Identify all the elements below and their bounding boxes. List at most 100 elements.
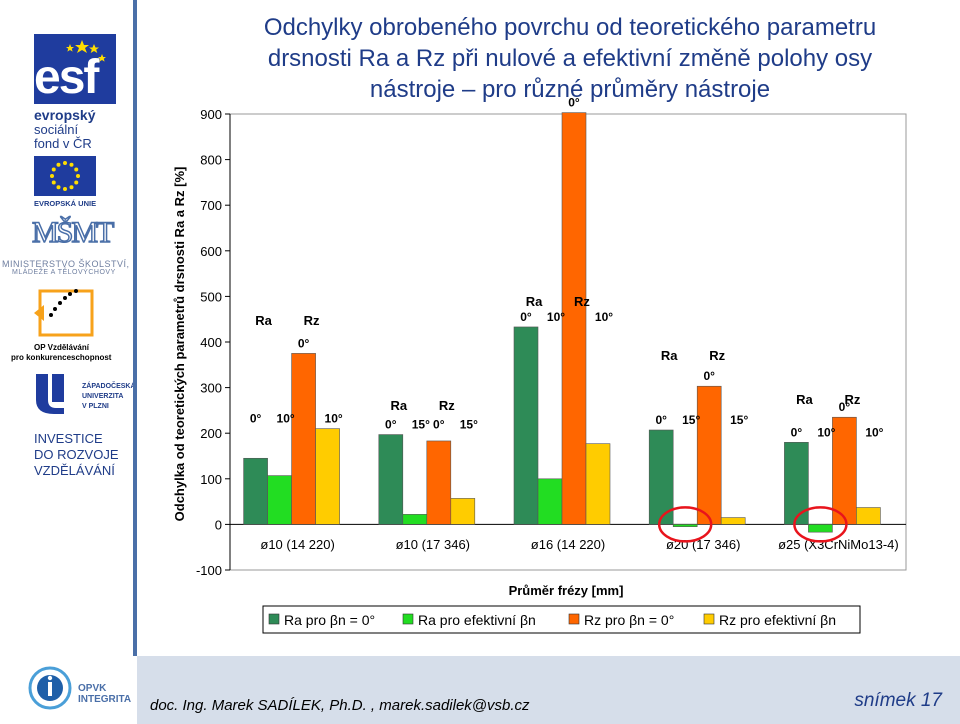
rz-label: Rz xyxy=(304,313,320,328)
esf-line-2: sociální xyxy=(34,122,79,137)
bar-0-1 xyxy=(267,475,292,525)
bar-3-0 xyxy=(648,429,674,525)
eu-star xyxy=(74,180,79,185)
legend-swatch xyxy=(402,613,414,625)
angle-label: 15° xyxy=(730,413,748,427)
y-tick-label: 200 xyxy=(200,426,222,441)
angle-label: 0° xyxy=(298,336,310,350)
eu-star xyxy=(51,167,56,172)
legend-swatch xyxy=(568,613,580,625)
sidebar-divider xyxy=(133,0,137,656)
bar-2-1 xyxy=(537,478,563,525)
y-tick-label: -100 xyxy=(196,563,222,578)
bar-0-0 xyxy=(243,457,268,525)
zcu-line-3: V PLZNI xyxy=(82,403,109,410)
y-tick-label: 800 xyxy=(200,153,222,168)
angle-label: 0° xyxy=(520,310,532,324)
esf-logo: esf xyxy=(34,34,116,104)
bar-1-2 xyxy=(426,440,452,525)
angle-label: 10° xyxy=(325,412,343,426)
x-tick-label: ø10 (17 346) xyxy=(396,537,470,552)
angle-label: 15° xyxy=(412,418,430,432)
y-tick-label: 100 xyxy=(200,472,222,487)
angle-label: 0° xyxy=(433,418,445,432)
y-tick-label: 700 xyxy=(200,198,222,213)
eu-star xyxy=(50,174,54,178)
legend-label: Rz pro efektivní βn xyxy=(719,612,836,628)
angle-label: 0° xyxy=(385,418,397,432)
msmt-logo: MŠMT xyxy=(31,213,115,257)
slide-title: Odchylky obrobeného povrchu od teoretick… xyxy=(190,12,950,105)
opvk-logo-icon xyxy=(28,666,72,710)
bar-4-1 xyxy=(808,524,833,533)
msmt-line-2: MLÁDEŽE A TĚLOVÝCHOVY xyxy=(12,269,116,276)
angle-label: 0° xyxy=(655,413,667,427)
highlight-circle xyxy=(657,506,713,543)
angle-label: 15° xyxy=(682,413,700,427)
y-tick-label: 400 xyxy=(200,335,222,350)
op-line-2: pro konkurenceschopnost xyxy=(11,353,112,362)
eu-star xyxy=(63,187,67,191)
title-line-2: drsnosti Ra a Rz při nulové a efektivní … xyxy=(267,45,873,72)
bar-3-1 xyxy=(672,524,698,527)
angle-label: 0° xyxy=(250,412,262,426)
title-line-3: nástroje – pro různé průměry nástroje xyxy=(369,76,771,103)
bar-4-2 xyxy=(832,416,857,525)
ra-label: Ra xyxy=(526,294,543,309)
angle-label: 0° xyxy=(703,369,715,383)
bar-3-3 xyxy=(720,517,746,525)
eu-star xyxy=(56,185,61,190)
ra-label: Ra xyxy=(390,398,407,413)
y-tick-label: 0 xyxy=(215,517,222,532)
legend-label: Rz pro βn = 0° xyxy=(584,612,674,628)
rz-label: Rz xyxy=(439,398,455,413)
eu-star xyxy=(51,180,56,185)
bar-chart: -100 0 100 200 300 400 500 600 700 800 900 Odchylka… xyxy=(172,96,907,634)
x-tick-label: ø10 (14 220) xyxy=(260,537,334,552)
opvk-line-2: INTEGRITA xyxy=(78,694,132,705)
y-tick-label: 600 xyxy=(200,244,222,259)
legend-box xyxy=(262,605,861,634)
angle-label: 0° xyxy=(839,400,851,414)
eu-star xyxy=(56,162,61,167)
angle-label: 10° xyxy=(277,412,295,426)
ra-label: Ra xyxy=(255,313,272,328)
footer-author: doc. Ing. Marek SADÍLEK, Ph.D. , marek.s… xyxy=(150,697,530,714)
angle-label: 10° xyxy=(595,310,613,324)
op-logo-icon xyxy=(34,289,94,337)
esf-line-3: fond v ČR xyxy=(34,136,92,151)
bar-2-0 xyxy=(513,326,539,525)
y-tick-label: 900 xyxy=(200,107,222,122)
legend-label: Ra pro βn = 0° xyxy=(284,612,375,628)
esf-logo-text: esf xyxy=(34,51,99,104)
op-line-1: OP Vzdělávání xyxy=(34,343,89,352)
bar-0-3 xyxy=(315,428,340,525)
eu-label: EVROPSKÁ UNIE xyxy=(34,199,97,208)
investice-line-2: DO ROZVOJE xyxy=(34,447,119,462)
bar-2-2 xyxy=(561,112,587,525)
ra-label: Ra xyxy=(796,392,813,407)
footer-bar xyxy=(137,656,960,724)
msmt-line-1: MINISTERSTVO ŠKOLSTVÍ, xyxy=(2,259,130,269)
eu-star xyxy=(76,174,80,178)
investice-line-1: INVESTICE xyxy=(34,431,103,446)
zcu-logo-icon xyxy=(34,372,66,416)
bar-4-3 xyxy=(856,507,881,525)
legend-swatch xyxy=(703,613,715,625)
x-axis-label: Průměr frézy [mm] xyxy=(509,583,624,598)
ra-label: Ra xyxy=(661,348,678,363)
angle-label: 0° xyxy=(791,425,803,439)
highlight-circle xyxy=(793,506,848,543)
angle-label: 10° xyxy=(817,425,835,439)
msmt-logo-text: MŠMT xyxy=(31,215,115,250)
bar-2-3 xyxy=(585,443,611,525)
rz-label: Rz xyxy=(709,348,725,363)
eu-star xyxy=(69,162,74,167)
investice-line-3: VZDĚLÁVÁNÍ xyxy=(34,463,115,478)
opvk-line-1: OPVK xyxy=(78,683,107,694)
esf-line-1: evropský xyxy=(34,107,96,123)
legend-swatch xyxy=(268,613,280,625)
x-tick-label: ø25 (X3CrNiMo13-4) xyxy=(778,537,899,552)
x-tick-label: ø20 (17 346) xyxy=(666,537,740,552)
zcu-line-2: UNIVERZITA xyxy=(82,393,124,400)
